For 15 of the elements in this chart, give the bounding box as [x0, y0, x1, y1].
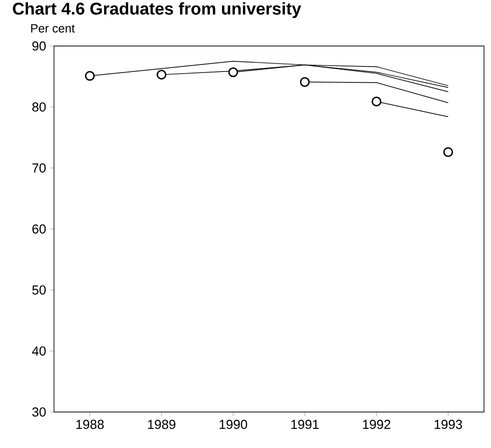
x-tick-label: 1991	[291, 420, 319, 429]
x-tick-label: 1992	[363, 420, 390, 429]
y-tick-label: 30	[32, 407, 46, 417]
x-tick-label: 1988	[76, 420, 104, 429]
x-tick-label: 1993	[434, 420, 462, 429]
chart-title: Chart 4.6 Graduates from university	[12, 2, 302, 18]
x-tick-label: 1989	[148, 420, 176, 429]
y-tick-label: 40	[32, 346, 46, 356]
y-tick-label: 50	[32, 285, 46, 295]
y-tick-label: 60	[32, 224, 46, 234]
y-tick-label: 80	[32, 102, 46, 112]
y-tick-label: 70	[32, 163, 46, 173]
x-tick-label: 1990	[220, 420, 248, 429]
y-tick-label: 90	[32, 41, 46, 51]
y-axis-title: Per cent	[31, 24, 75, 33]
